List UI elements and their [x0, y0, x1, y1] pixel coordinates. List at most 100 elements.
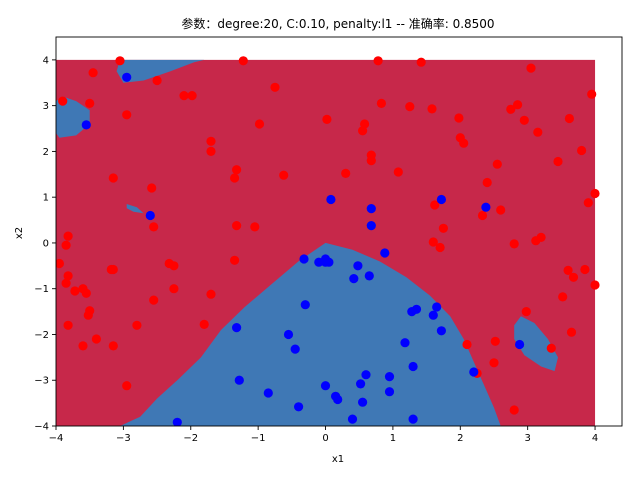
scatter-point — [438, 223, 448, 233]
scatter-point — [481, 202, 491, 212]
scatter-point — [61, 240, 71, 250]
scatter-point — [515, 339, 525, 350]
scatter-point — [206, 289, 216, 299]
scatter-point — [356, 379, 366, 389]
scatter-point — [169, 261, 179, 271]
decision-region-class-1 — [514, 316, 558, 372]
scatter-point — [590, 280, 600, 290]
scatter-point — [341, 168, 351, 178]
scatter-point — [469, 367, 479, 377]
scatter-point — [179, 91, 189, 101]
scatter-point — [380, 248, 390, 258]
scatter-point — [358, 397, 368, 407]
scatter-point — [187, 91, 197, 101]
scatter-point — [283, 329, 294, 340]
scatter-point — [169, 284, 179, 294]
scatter-point — [477, 210, 488, 221]
scatter-point — [384, 372, 395, 382]
scatter-point — [263, 388, 273, 398]
x-tick-label: 0 — [322, 433, 328, 444]
scatter-point — [353, 261, 363, 271]
scatter-point — [408, 361, 418, 372]
scatter-point — [405, 102, 415, 112]
x-tick-label: −4 — [49, 433, 64, 444]
scatter-point — [393, 167, 403, 177]
scatter-point — [364, 271, 374, 281]
decision-region-class-1 — [120, 242, 501, 426]
scatter-point — [436, 194, 446, 205]
scatter-point — [172, 417, 182, 426]
chart-title: 参数：degree:20, C:0.10, penalty:l1 -- 准确率:… — [181, 16, 494, 31]
x-tick-label: 1 — [390, 433, 396, 444]
scatter-point — [492, 159, 502, 169]
scatter-point — [580, 264, 590, 275]
scatter-point — [238, 56, 248, 66]
scatter-point — [122, 110, 132, 120]
scatter-point — [366, 204, 376, 214]
scatter-point — [489, 358, 499, 368]
scatter-point — [61, 278, 71, 288]
scatter-point — [290, 344, 300, 354]
scatter-point — [88, 68, 98, 78]
y-tick-label: 4 — [43, 55, 49, 66]
plot-content — [56, 56, 600, 426]
scatter-point — [206, 146, 216, 156]
scatter-point — [416, 57, 426, 67]
scatter-point — [411, 304, 422, 314]
scatter-point — [506, 104, 516, 114]
scatter-series — [56, 56, 600, 415]
scatter-point — [376, 98, 386, 108]
scatter-point — [482, 177, 492, 188]
scatter-point — [519, 115, 529, 125]
y-tick-label: 1 — [43, 193, 49, 204]
scatter-point — [373, 56, 383, 66]
scatter-point — [232, 221, 242, 231]
scatter-point — [490, 336, 500, 346]
scatter-point — [536, 232, 546, 242]
scatter-point — [590, 188, 600, 199]
plot-area — [55, 36, 623, 427]
scatter-point — [563, 265, 573, 275]
x-tick-label: −3 — [116, 433, 131, 444]
scatter-point — [349, 274, 359, 284]
scatter-point — [459, 138, 469, 148]
scatter-point — [496, 205, 506, 215]
scatter-point — [568, 272, 579, 282]
y-tick-label: 0 — [43, 238, 49, 249]
scatter-point — [122, 72, 132, 82]
scatter-point — [400, 338, 410, 348]
scatter-point — [408, 414, 418, 424]
scatter-point — [108, 341, 118, 351]
scatter-point — [384, 387, 395, 397]
scatter-point — [230, 255, 240, 265]
scatter-point — [322, 114, 332, 124]
scatter-point — [145, 210, 155, 221]
scatter-point — [347, 414, 358, 424]
scatter-point — [122, 381, 132, 391]
scatter-point — [587, 89, 597, 99]
scatter-point — [250, 222, 260, 232]
scatter-point — [513, 100, 523, 110]
scatter-point — [366, 156, 376, 166]
y-tick-label: −1 — [34, 284, 49, 295]
scatter-point — [63, 271, 73, 281]
scatter-point — [108, 173, 118, 183]
scatter-point — [91, 334, 101, 344]
scatter-point — [430, 200, 440, 210]
scatter-point — [521, 307, 531, 317]
scatter-point — [533, 127, 543, 137]
scatter-point — [299, 254, 309, 264]
scatter-point — [81, 288, 91, 298]
decision-region-class-1 — [116, 59, 205, 83]
axes-frame — [55, 36, 623, 427]
scatter-point — [132, 320, 142, 330]
scatter-point — [149, 295, 159, 305]
scatter-point — [324, 257, 334, 267]
scatter-point — [81, 120, 91, 130]
scatter-point — [454, 113, 464, 123]
scatter-point — [56, 258, 64, 269]
scatter-point — [583, 198, 593, 208]
y-tick-label: −4 — [34, 422, 49, 433]
scatter-point — [206, 136, 216, 146]
